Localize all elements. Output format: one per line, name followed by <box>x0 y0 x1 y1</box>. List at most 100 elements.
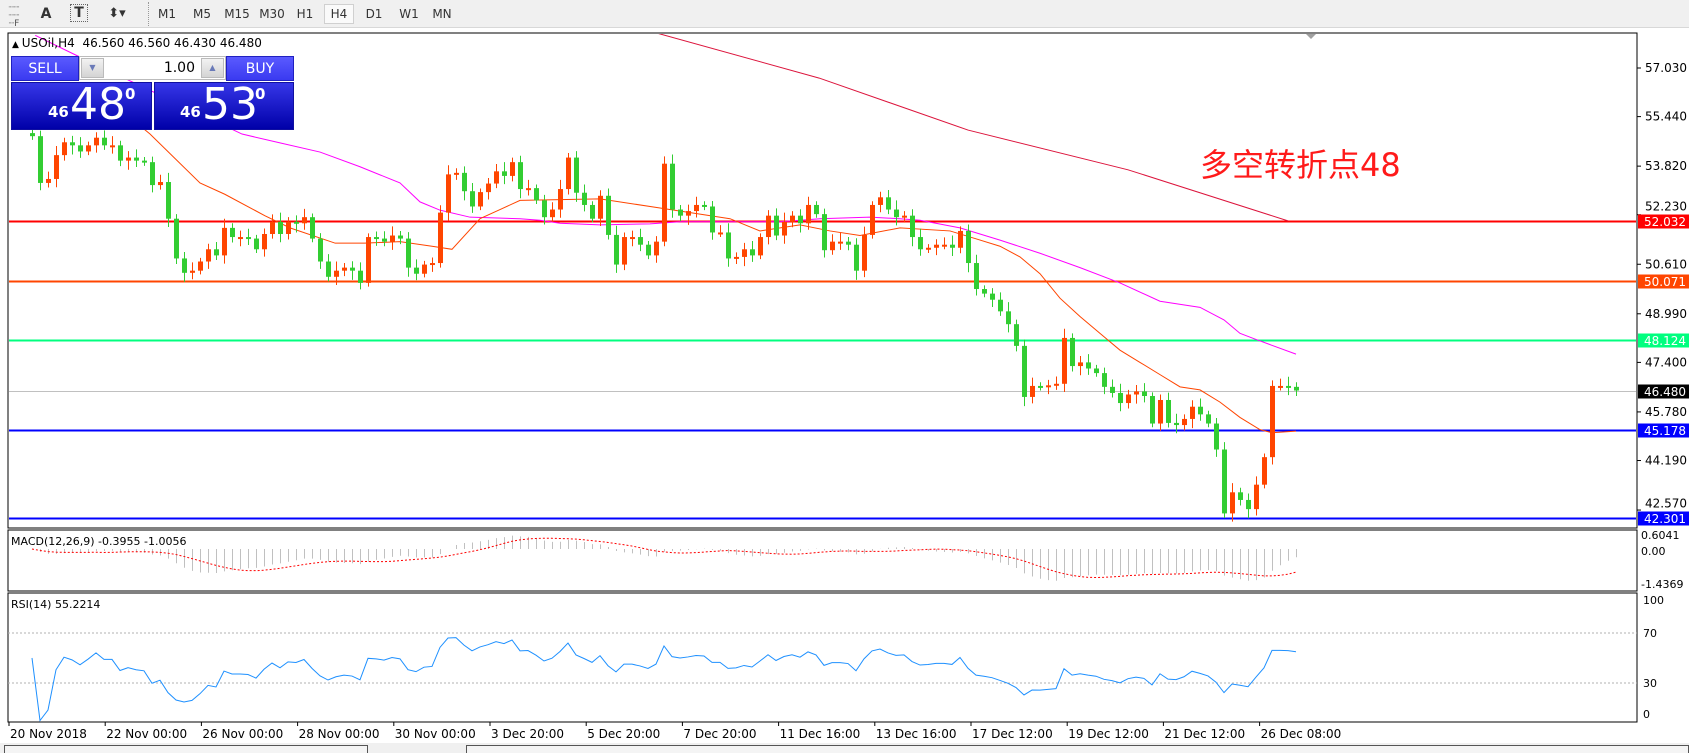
candle-body <box>686 211 691 216</box>
volume-decrease-button[interactable]: ▼ <box>81 58 104 78</box>
volume-increase-button[interactable]: ▲ <box>201 58 224 78</box>
candle-body <box>966 230 971 264</box>
volume-value[interactable]: 1.00 <box>163 60 195 76</box>
ohlc-values: 46.560 46.560 46.430 46.480 <box>82 36 262 50</box>
candle-body <box>526 188 531 191</box>
candle <box>734 252 739 264</box>
volume-field[interactable]: ▼ 1.00 ▲ <box>79 56 226 80</box>
timeframe-w1[interactable]: W1 <box>399 7 419 21</box>
candle <box>1022 339 1027 407</box>
candle-body <box>758 237 763 256</box>
candle <box>1222 442 1227 518</box>
candle <box>678 204 683 222</box>
candle <box>1030 377 1035 404</box>
candle-body <box>486 183 491 193</box>
candle <box>1230 483 1235 522</box>
collapse-triangle-icon[interactable]: ▲ <box>12 40 22 50</box>
candle <box>622 232 627 271</box>
candle-body <box>318 238 323 262</box>
candle <box>1070 333 1075 372</box>
time-axis-label: 30 Nov 00:00 <box>395 727 476 741</box>
candle-body <box>766 215 771 238</box>
chart-window[interactable]: 57.030 55.440 53.820 52.230 50.610 48.990 47.4… <box>0 28 1689 751</box>
timeframe-m5[interactable]: M5 <box>193 7 211 21</box>
candle-body <box>678 209 683 216</box>
candle-body <box>326 261 331 277</box>
price-level-badge <box>1638 333 1689 348</box>
candle <box>1166 392 1171 428</box>
text-label-icon[interactable]: T <box>70 4 88 22</box>
arrows-icon[interactable]: ⬍▾ <box>108 6 126 21</box>
candle-body <box>190 270 195 273</box>
candle-body <box>54 155 59 179</box>
candle <box>534 184 539 205</box>
candle-body <box>166 182 171 219</box>
candle-body <box>150 162 155 186</box>
candle <box>854 238 859 280</box>
candle <box>1198 398 1203 421</box>
candle <box>638 228 643 252</box>
candle <box>134 149 139 168</box>
chart-shift-marker-icon <box>1306 34 1316 39</box>
candle-body <box>798 215 803 224</box>
candle <box>798 209 803 233</box>
chart-tab[interactable] <box>466 745 1689 753</box>
candle-body <box>646 244 651 256</box>
candle-body <box>582 192 587 205</box>
grid-fixed-icon[interactable]: ┈┈ ┈┈ ┈F <box>8 3 20 29</box>
buy-button[interactable]: BUY <box>226 56 294 81</box>
candle-body <box>1142 391 1147 397</box>
sell-price-button[interactable]: 46 48 0 <box>11 79 152 130</box>
time-axis-label: 21 Dec 12:00 <box>1164 727 1245 741</box>
candle <box>78 137 83 158</box>
candle <box>1094 364 1099 377</box>
buy-price-button[interactable]: 46 53 0 <box>154 79 294 130</box>
timeframe-m15[interactable]: M15 <box>224 7 250 21</box>
candle-body <box>254 238 259 250</box>
candle-body <box>630 237 635 240</box>
candle <box>1062 328 1067 393</box>
candle-body <box>862 234 867 271</box>
candle-body <box>710 206 715 233</box>
timeframe-h4[interactable]: H4 <box>324 4 354 24</box>
candle <box>86 141 91 156</box>
time-axis-label: 20 Nov 2018 <box>10 727 87 741</box>
rsi-axis-label: 0 <box>1643 708 1650 721</box>
rsi-pane-border <box>7 592 1638 723</box>
text-icon[interactable]: A <box>40 6 52 22</box>
timeframe-mn[interactable]: MN <box>432 7 452 21</box>
timeframe-h1[interactable]: H1 <box>296 7 314 21</box>
timeframe-m30[interactable]: M30 <box>259 7 285 21</box>
chart-tab[interactable] <box>4 745 368 753</box>
chart-tabs-bar <box>0 743 1689 753</box>
candle <box>1214 418 1219 457</box>
candle <box>686 204 691 225</box>
candle-body <box>1214 423 1219 450</box>
toolbar: ┈┈ ┈┈ ┈F A T ⬍▾ M1 M5 M15 M30 H1 H4 D1 W1 MN <box>0 0 1689 29</box>
macd-plot <box>31 535 1297 581</box>
candle <box>318 233 323 269</box>
candle <box>102 130 107 150</box>
chart-annotation-text[interactable]: 多空转折点48 <box>1200 146 1401 184</box>
candle-body <box>174 218 179 259</box>
candle <box>142 156 147 166</box>
sell-button[interactable]: SELL <box>11 56 79 81</box>
candle <box>910 209 915 247</box>
macd-pane-border <box>7 529 1638 592</box>
candle <box>358 262 363 290</box>
candle <box>478 188 483 211</box>
candle <box>1158 394 1163 431</box>
time-axis-label: 26 Dec 08:00 <box>1261 727 1342 741</box>
candle-body <box>238 237 243 240</box>
candle-body <box>910 215 915 238</box>
timeframe-m1[interactable]: M1 <box>158 7 176 21</box>
candle <box>1110 379 1115 398</box>
candle-body <box>126 157 131 161</box>
candle-body <box>406 238 411 268</box>
candle <box>998 292 1003 316</box>
candle-body <box>102 137 107 146</box>
candle <box>1190 400 1195 429</box>
time-axis-label: 28 Nov 00:00 <box>299 727 380 741</box>
timeframe-d1[interactable]: D1 <box>365 7 383 21</box>
candle-body <box>958 230 963 248</box>
